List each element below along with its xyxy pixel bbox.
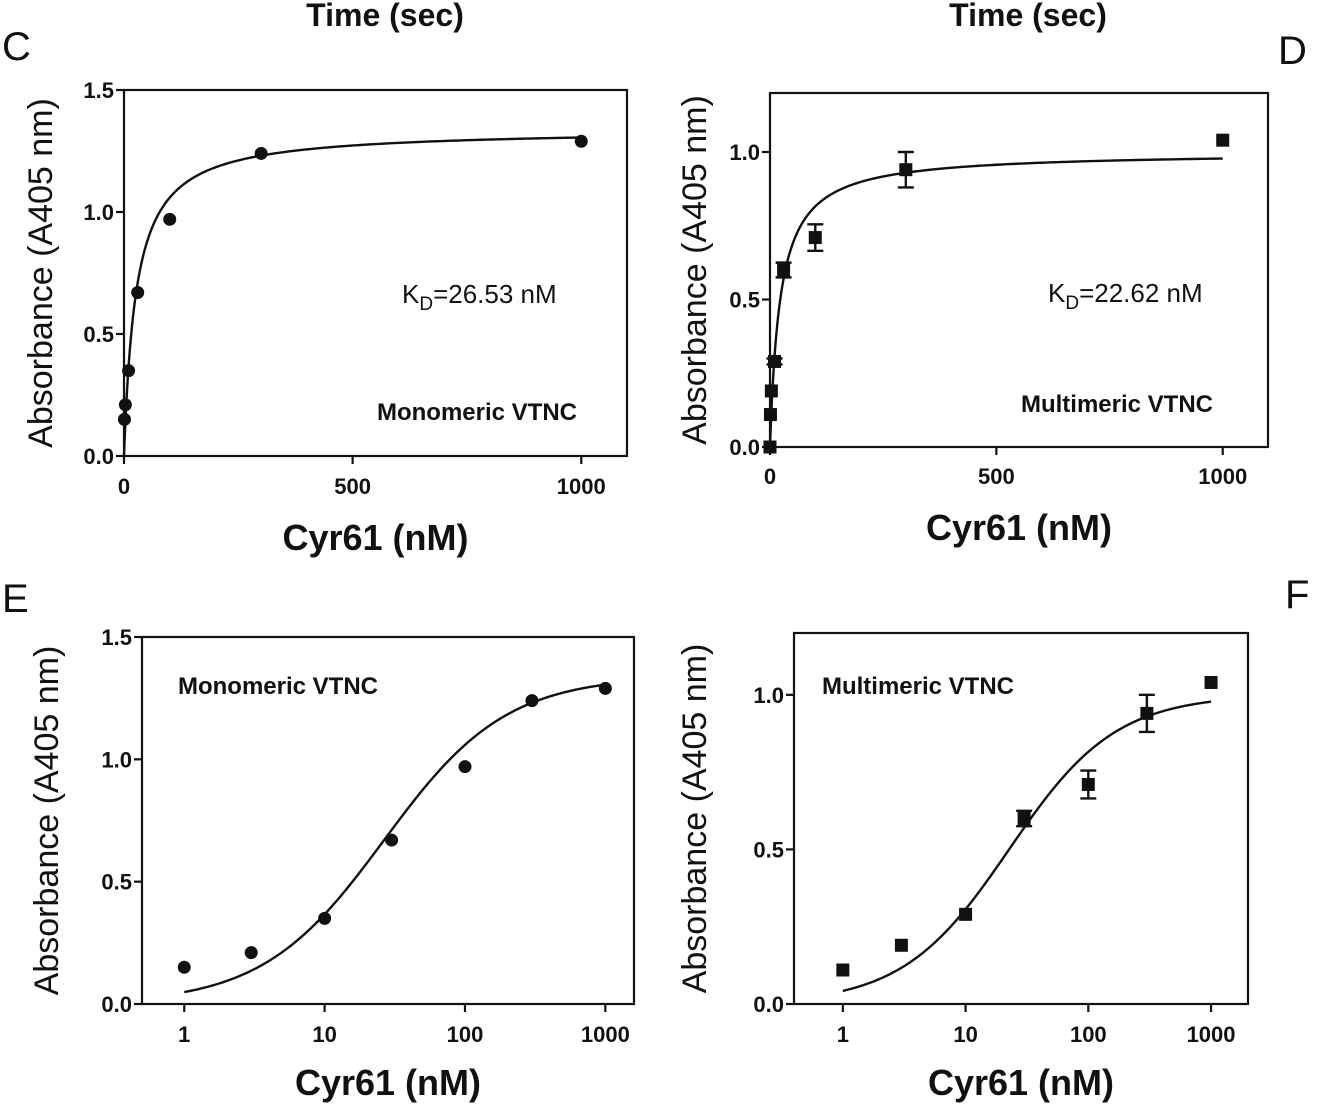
plot-frame — [792, 631, 1250, 1006]
y-tick-label: 1.0 — [753, 683, 784, 708]
x-tick-label: 1000 — [581, 1022, 630, 1047]
data-point — [894, 938, 908, 952]
x-tick-label: 10 — [953, 1022, 977, 1047]
x-tick-label: 500 — [334, 474, 371, 499]
series-annotation: Multimeric VTNC — [822, 673, 1014, 700]
data-point — [131, 286, 145, 300]
plot-frame — [140, 635, 636, 1006]
series-annotation: Multimeric VTNC — [1021, 391, 1213, 418]
data-point — [808, 231, 822, 245]
y-axis-label: Absorbance (A405 nm) — [22, 98, 60, 448]
plot-frame — [768, 91, 1270, 449]
x-tick-label: 0 — [764, 464, 776, 489]
data-point — [764, 384, 778, 398]
y-tick-label: 0.0 — [83, 444, 114, 469]
y-axis-label: Absorbance (A405 nm) — [676, 644, 714, 994]
y-tick-label: 0.5 — [729, 288, 760, 313]
x-tick-label: 100 — [447, 1022, 484, 1047]
y-tick-label: 1.0 — [729, 140, 760, 165]
data-point — [836, 963, 850, 977]
data-point — [177, 960, 191, 974]
y-tick-label: 0.5 — [83, 322, 114, 347]
x-axis-label: Cyr61 (nM) — [282, 517, 468, 558]
data-point — [318, 911, 332, 925]
y-tick-label: 0.0 — [729, 435, 760, 460]
data-point — [1204, 675, 1218, 689]
x-tick-label: 500 — [978, 464, 1015, 489]
top-cut-label-left: Time (sec) — [306, 0, 464, 33]
data-point — [574, 134, 588, 148]
x-axis-label: Cyr61 (nM) — [926, 507, 1112, 548]
data-point — [777, 263, 791, 277]
panel-letter-d: D — [1278, 29, 1307, 73]
panel-letter-e: E — [2, 577, 29, 621]
data-point — [254, 146, 268, 160]
x-tick-label: 10 — [312, 1022, 336, 1047]
data-point — [598, 681, 612, 695]
plot-frame — [122, 88, 629, 458]
y-tick-label: 0.5 — [101, 870, 132, 895]
data-point — [458, 760, 472, 774]
data-point — [118, 398, 132, 412]
panel-e-chart: 0.0 0.5 1.0 1.5 1 10 100 1000 Cyr61 (nM) Absorban… — [28, 625, 636, 1103]
panel-d-chart: 0.0 0.5 1.0 0 500 1000 Cyr61 (nM) Absorbance (A… — [676, 91, 1270, 548]
x-tick-label: 1 — [178, 1022, 190, 1047]
data-point — [1017, 812, 1031, 825]
data-point — [1216, 133, 1230, 147]
y-tick-label: 1.0 — [101, 747, 132, 772]
data-point — [385, 833, 399, 847]
series-annotation: Monomeric VTNC — [377, 399, 577, 426]
series-annotation: Monomeric VTNC — [178, 673, 378, 700]
panel-letter-f: F — [1285, 573, 1309, 617]
x-axis-label: Cyr61 (nM) — [928, 1062, 1114, 1103]
y-tick-label: 0.5 — [753, 837, 784, 862]
x-tick-label: 1000 — [1187, 1022, 1236, 1047]
kd-label: KD=22.62 nM — [1048, 278, 1203, 314]
x-axis-label: Cyr61 (nM) — [295, 1062, 481, 1103]
data-point — [763, 408, 777, 422]
data-point — [1140, 706, 1154, 720]
data-point — [959, 907, 973, 921]
data-point — [163, 212, 177, 226]
data-point — [122, 364, 136, 378]
x-tick-label: 1000 — [1198, 464, 1247, 489]
data-point — [525, 694, 539, 708]
x-tick-label: 1 — [837, 1022, 849, 1047]
x-tick-label: 0 — [118, 474, 130, 499]
top-cut-label-right: Time (sec) — [949, 0, 1107, 33]
y-axis-label: Absorbance (A405 nm) — [676, 95, 714, 445]
y-tick-label: 1.5 — [83, 78, 114, 103]
panel-letter-c: C — [2, 25, 31, 69]
data-point — [117, 412, 131, 426]
x-tick-label: 1000 — [557, 474, 606, 499]
y-tick-label: 1.5 — [101, 625, 132, 650]
data-point — [1081, 777, 1095, 791]
data-point — [768, 354, 782, 368]
panel-f-chart: 0.0 0.5 1.0 1 10 100 1000 Cyr61 (nM) Absorbance … — [676, 631, 1250, 1103]
data-point — [244, 946, 258, 960]
x-tick-label: 100 — [1070, 1022, 1107, 1047]
y-tick-label: 0.0 — [753, 992, 784, 1017]
data-point — [899, 163, 913, 177]
fit-curve — [768, 157, 1223, 448]
y-tick-label: 1.0 — [83, 200, 114, 225]
y-tick-label: 0.0 — [101, 992, 132, 1017]
data-point — [763, 440, 777, 454]
y-axis-label: Absorbance (A405 nm) — [28, 646, 66, 996]
panel-c-chart: 0.0 0.5 1.0 1.5 0 500 1000 Cyr61 (nM) Absorbance… — [22, 78, 629, 558]
kd-label: KD=26.53 nM — [402, 279, 557, 315]
